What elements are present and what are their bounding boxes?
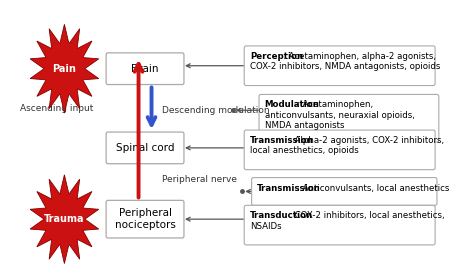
Text: Peripheral
nociceptors: Peripheral nociceptors (115, 208, 175, 230)
FancyBboxPatch shape (259, 94, 439, 142)
Text: NMDA antagonists: NMDA antagonists (264, 121, 344, 130)
Text: Descending modulation: Descending modulation (162, 106, 269, 115)
Text: Peripheral nerve: Peripheral nerve (162, 175, 237, 184)
Text: : Alpha-2 agonists, COX-2 inhibitors,: : Alpha-2 agonists, COX-2 inhibitors, (289, 136, 444, 145)
Text: NSAIDs: NSAIDs (250, 222, 282, 231)
Text: Brain: Brain (131, 64, 159, 74)
FancyBboxPatch shape (244, 130, 435, 170)
Text: : Acetaminophen, alpha-2 agonists,: : Acetaminophen, alpha-2 agonists, (283, 52, 436, 61)
Text: COX-2 inhibitors, NMDA antagonists, opioids: COX-2 inhibitors, NMDA antagonists, opio… (250, 62, 440, 71)
Text: Transmission: Transmission (250, 136, 313, 145)
FancyBboxPatch shape (106, 53, 184, 84)
Text: : COX-2 inhibitors, local anesthetics,: : COX-2 inhibitors, local anesthetics, (289, 211, 445, 220)
Text: Transduction: Transduction (250, 211, 313, 220)
Text: anticonvulsants, neuraxial opioids,: anticonvulsants, neuraxial opioids, (264, 111, 414, 120)
Text: Modulation: Modulation (264, 100, 319, 109)
FancyBboxPatch shape (252, 178, 437, 205)
FancyBboxPatch shape (106, 200, 184, 238)
FancyBboxPatch shape (244, 46, 435, 86)
Polygon shape (30, 175, 99, 263)
Text: : Anticonvulsants, local anesthetics: : Anticonvulsants, local anesthetics (297, 183, 449, 192)
Text: Transmission: Transmission (257, 183, 321, 192)
Text: Trauma: Trauma (44, 214, 85, 224)
FancyBboxPatch shape (244, 205, 435, 245)
Text: Ascending input: Ascending input (20, 104, 94, 113)
FancyBboxPatch shape (106, 132, 184, 164)
Text: local anesthetics, opioids: local anesthetics, opioids (250, 146, 358, 155)
Text: Perception: Perception (250, 52, 303, 61)
Text: Pain: Pain (53, 64, 76, 74)
Polygon shape (30, 24, 99, 113)
Text: : Acetaminophen,: : Acetaminophen, (298, 100, 374, 109)
Text: Spinal cord: Spinal cord (116, 143, 174, 153)
